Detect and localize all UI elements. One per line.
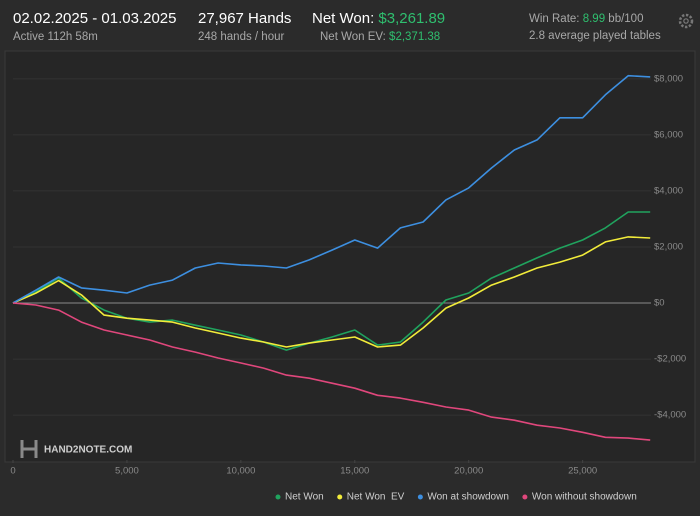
- series-line: [12, 302, 651, 441]
- x-tick-label: 5,000: [115, 466, 139, 477]
- date-range: 02.02.2025 - 01.03.2025: [13, 10, 176, 27]
- legend-label: Net Won: [285, 492, 324, 503]
- series-line: [12, 211, 651, 351]
- y-tick-label: $0: [654, 298, 665, 309]
- x-tick-label: 0: [10, 466, 15, 477]
- gear-center: [683, 18, 689, 24]
- logo-icon: [20, 440, 38, 458]
- settings-icon[interactable]: [678, 13, 694, 29]
- net-won-ev-label: Net Won EV: $2,371.38: [320, 31, 440, 43]
- hands-per-hour: 248 hands / hour: [198, 31, 284, 43]
- x-tick-label: 10,000: [226, 466, 255, 477]
- x-tick-label: 20,000: [454, 466, 483, 477]
- net-won-label: Net Won: $3,261.89: [312, 10, 445, 27]
- win-rate-unit: bb/100: [608, 13, 643, 25]
- tables: 2.8 average played tables: [529, 30, 661, 42]
- net-won-ev-label: Net Won EV:: [320, 31, 386, 43]
- series-line: [12, 74, 651, 304]
- win-rate: Win Rate: 8.99 bb/100: [529, 13, 643, 25]
- legend-marker: [522, 494, 528, 500]
- win-rate-label: Win Rate:: [529, 13, 580, 25]
- logo: HAND2NOTE.COM: [20, 440, 132, 458]
- y-tick-label: -$2,000: [654, 354, 686, 365]
- legend-label: Net Won EV: [347, 492, 405, 503]
- legend-marker: [417, 494, 423, 500]
- x-tick-label: 25,000: [568, 466, 597, 477]
- y-tick-label: $2,000: [654, 242, 683, 253]
- series-line: [12, 236, 651, 348]
- net-won-label: Net Won:: [312, 10, 374, 27]
- legend-label: Won at showdown: [427, 492, 509, 503]
- logo-text: HAND2NOTE.COM: [44, 445, 132, 456]
- y-tick-label: $4,000: [654, 185, 683, 196]
- net-won-ev: $2,371.38: [389, 31, 440, 43]
- y-tick-label: $8,000: [654, 73, 683, 84]
- net-won: $3,261.89: [378, 10, 445, 27]
- hands: 27,967 Hands: [198, 10, 291, 27]
- y-tick-label: $6,000: [654, 129, 683, 140]
- legend-marker: [337, 494, 343, 500]
- y-tick-label: -$4,000: [654, 410, 686, 421]
- win-rate-value: 8.99: [583, 13, 605, 25]
- plot-area: [4, 50, 696, 463]
- x-tick-label: 15,000: [340, 466, 369, 477]
- legend-marker: [275, 494, 281, 500]
- active-time: Active 112h 58m: [13, 31, 98, 43]
- gear-teeth: [678, 13, 694, 29]
- legend-label: Won without showdown: [532, 492, 637, 503]
